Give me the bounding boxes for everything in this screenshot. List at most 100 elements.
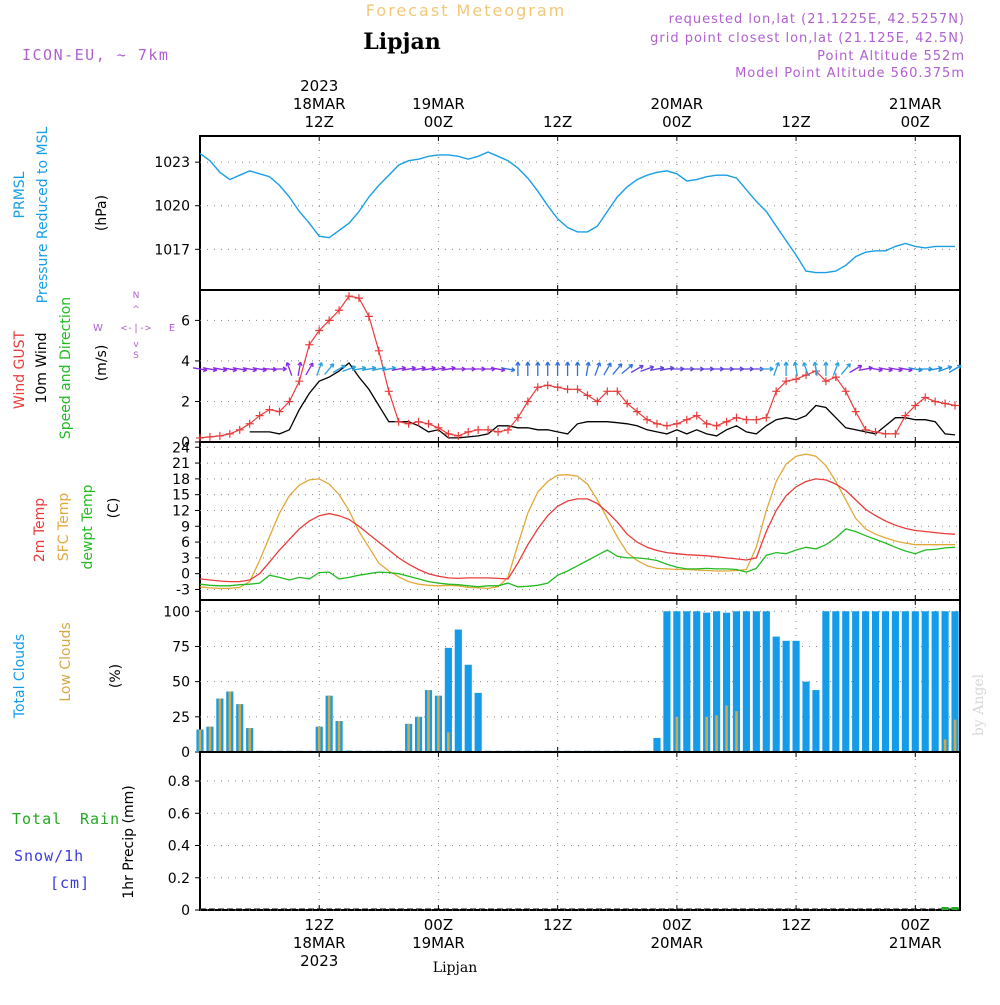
bottom-time-label: 20MAR — [651, 934, 704, 952]
gust-marker — [474, 425, 483, 434]
gust-marker — [513, 413, 522, 422]
gust-marker — [941, 399, 950, 408]
gust-marker — [742, 415, 751, 424]
temp-unit: (C) — [106, 498, 122, 519]
precip-frame — [199, 751, 961, 911]
wind-direction-arrow — [621, 363, 634, 374]
side-labels: PRMSL Pressure Reduced to MSL (hPa) Wind… — [12, 126, 175, 898]
prmsl-label: PRMSL — [12, 171, 28, 218]
pressure-msl-label: Pressure Reduced to MSL — [35, 126, 51, 303]
gust-marker — [523, 397, 532, 406]
wind-unit: (m/s) — [94, 345, 110, 382]
wind-ytick-label: 0 — [181, 435, 190, 451]
wind-direction-arrow — [630, 364, 644, 374]
gust-marker — [444, 429, 453, 438]
temperature-ytick-label: 12 — [172, 503, 190, 519]
total-cloud-bar — [703, 612, 711, 752]
wind-direction-arrow — [832, 361, 840, 376]
bottom-time-label: 18MAR — [293, 934, 346, 952]
wind-direction-arrow — [297, 361, 303, 377]
precip-ytick-label: 0.2 — [168, 871, 190, 887]
wind-direction-arrow — [324, 363, 335, 375]
low-cloud-bar — [735, 711, 738, 752]
gust-marker — [593, 397, 602, 406]
temperature-ytick-label: 15 — [172, 488, 190, 504]
total-cloud-bar — [941, 611, 949, 752]
gust-marker — [821, 377, 830, 386]
requested-coords: requested lon,lat (21.1225E, 42.5257N) — [669, 12, 965, 27]
gust-marker — [921, 393, 930, 402]
gust-marker — [255, 411, 264, 420]
wind-direction-arrow — [500, 367, 516, 373]
total-cloud-bar — [921, 611, 929, 752]
total-cloud-bar — [742, 611, 750, 752]
clouds-ytick-label: 100 — [163, 604, 190, 620]
top-time-label: 19MAR — [412, 95, 465, 113]
gust-marker — [434, 423, 443, 432]
gust-marker — [911, 401, 920, 410]
gust-marker — [225, 429, 234, 438]
bottom-time-label: 2023 — [300, 952, 338, 970]
gust-marker — [633, 407, 642, 416]
low-cloud-bar — [228, 691, 232, 752]
wind-direction-arrow — [948, 364, 962, 374]
precip-ytick-label: 0.6 — [168, 806, 190, 822]
grid-point-coords: grid point closest lon,lat (21.125E, 42.… — [650, 31, 965, 46]
gust-marker — [722, 417, 731, 426]
gust-marker — [672, 419, 681, 428]
temp-dewpt-label: dewpt Temp — [80, 484, 96, 569]
model-altitude: Model Point Altitude 560.375m — [735, 66, 965, 81]
gust-marker — [503, 425, 512, 434]
footer-location: Lipjan — [433, 960, 477, 976]
compass-e: E — [169, 323, 175, 334]
wind-panel: 0 2 4 6 — [181, 289, 962, 451]
gust-marker — [752, 415, 761, 424]
wind-direction-arrow — [574, 361, 581, 376]
gust-marker — [623, 399, 632, 408]
gust-marker — [196, 433, 204, 442]
top-time-label: 2023 — [300, 77, 338, 95]
low-cloud-bar — [427, 690, 430, 752]
total-cloud-bar — [673, 611, 681, 752]
compass-arrow-dn: v — [133, 340, 139, 350]
total-cloud-bar — [792, 640, 800, 752]
total-cloud-bar — [693, 611, 701, 752]
total-cloud-bar — [951, 611, 959, 752]
compass-rose: N ^ W <-|-> E v S — [93, 291, 175, 361]
clouds-ytick-label: 25 — [172, 710, 190, 726]
temp-sfc-label: SFC Temp — [56, 493, 72, 562]
bottom-time-label: 12Z — [543, 916, 572, 934]
wind-direction-arrow — [525, 361, 531, 376]
total-cloud-bar — [852, 611, 860, 752]
gust-marker — [662, 421, 671, 430]
gust-marker — [871, 427, 880, 436]
low-cloud-bar — [238, 704, 242, 752]
gust-marker — [583, 391, 592, 400]
wind-gust-label: Wind GUST — [12, 330, 28, 409]
gust-marker — [851, 407, 860, 416]
total-cloud-bar — [832, 611, 840, 752]
gust-marker — [603, 387, 612, 396]
low-clouds-label: Low Clouds — [58, 622, 74, 701]
gust-marker — [712, 421, 721, 430]
prmsl-line — [199, 151, 955, 274]
precip-rain-label: Rain — [80, 810, 120, 828]
low-cloud-bar — [943, 739, 947, 752]
total-cloud-bar — [812, 690, 820, 752]
wind-direction-arrow — [812, 361, 818, 377]
gust-marker — [861, 425, 870, 434]
total-cloud-bar — [931, 611, 939, 752]
temperature-ytick-label: 9 — [181, 519, 190, 535]
total-cloud-bar — [454, 629, 462, 752]
compass-w: W — [93, 323, 103, 334]
gust-marker — [315, 326, 324, 335]
total-cloud-bar — [911, 611, 919, 752]
wind-direction-arrow — [773, 361, 781, 376]
wind-direction-arrow — [585, 361, 591, 377]
clouds-ytick-label: 75 — [172, 639, 190, 655]
gust-marker — [951, 401, 960, 410]
gust-marker — [275, 407, 284, 416]
precip-ytick-label: 0.4 — [168, 839, 190, 855]
